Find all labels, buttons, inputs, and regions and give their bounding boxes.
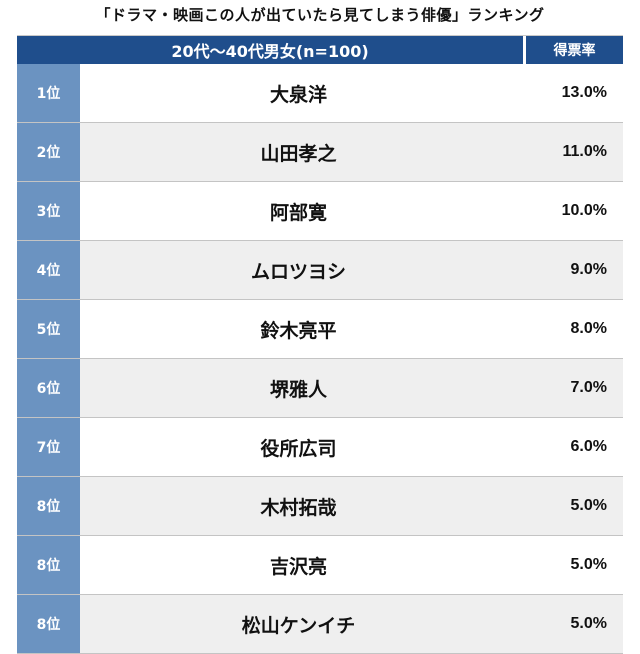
- actor-name-cell: 鈴木亮平: [80, 300, 517, 358]
- table-row: 8位 松山ケンイチ 5.0%: [17, 595, 623, 654]
- actor-name-cell: ムロツヨシ: [80, 241, 517, 299]
- percent-cell: 5.0%: [517, 477, 623, 535]
- percent-cell: 6.0%: [517, 418, 623, 476]
- actor-name-cell: 阿部寛: [80, 182, 517, 240]
- table-header: 20代〜40代男女(n=100) 得票率: [17, 36, 623, 64]
- rank-cell: 8位: [17, 477, 80, 535]
- header-percent-label: 得票率: [526, 36, 623, 64]
- rank-cell: 6位: [17, 359, 80, 417]
- header-group-label: 20代〜40代男女(n=100): [17, 36, 523, 64]
- chart-title: 「ドラマ・映画この人が出ていたら見てしまう俳優」ランキング: [95, 6, 545, 24]
- table-row: 5位 鈴木亮平 8.0%: [17, 300, 623, 359]
- table-row: 8位 吉沢亮 5.0%: [17, 536, 623, 595]
- rank-cell: 8位: [17, 595, 80, 653]
- ranking-table: 20代〜40代男女(n=100) 得票率 1位 大泉洋 13.0% 2位 山田孝之 11.…: [17, 35, 623, 654]
- percent-cell: 10.0%: [517, 182, 623, 240]
- actor-name-cell: 役所広司: [80, 418, 517, 476]
- percent-cell: 13.0%: [517, 64, 623, 122]
- percent-cell: 5.0%: [517, 595, 623, 653]
- actor-name-cell: 大泉洋: [80, 64, 517, 122]
- table-row: 1位 大泉洋 13.0%: [17, 64, 623, 123]
- table-row: 8位 木村拓哉 5.0%: [17, 477, 623, 536]
- rank-cell: 5位: [17, 300, 80, 358]
- percent-cell: 5.0%: [517, 536, 623, 594]
- table-row: 3位 阿部寛 10.0%: [17, 182, 623, 241]
- actor-name-cell: 吉沢亮: [80, 536, 517, 594]
- actor-name-cell: 木村拓哉: [80, 477, 517, 535]
- actor-name-cell: 堺雅人: [80, 359, 517, 417]
- table-row: 4位 ムロツヨシ 9.0%: [17, 241, 623, 300]
- rank-cell: 4位: [17, 241, 80, 299]
- rank-cell: 3位: [17, 182, 80, 240]
- percent-cell: 9.0%: [517, 241, 623, 299]
- percent-cell: 7.0%: [517, 359, 623, 417]
- actor-name-cell: 松山ケンイチ: [80, 595, 517, 653]
- rank-cell: 7位: [17, 418, 80, 476]
- table-row: 2位 山田孝之 11.0%: [17, 123, 623, 182]
- table-row: 7位 役所広司 6.0%: [17, 418, 623, 477]
- rank-cell: 2位: [17, 123, 80, 181]
- rank-cell: 8位: [17, 536, 80, 594]
- header-divider: [523, 36, 526, 64]
- table-row: 6位 堺雅人 7.0%: [17, 359, 623, 418]
- percent-cell: 11.0%: [517, 123, 623, 181]
- table-body: 1位 大泉洋 13.0% 2位 山田孝之 11.0% 3位 阿部寛 10.0% 4位 ムロツヨシ 9.…: [17, 64, 623, 654]
- actor-name-cell: 山田孝之: [80, 123, 517, 181]
- rank-cell: 1位: [17, 64, 80, 122]
- percent-cell: 8.0%: [517, 300, 623, 358]
